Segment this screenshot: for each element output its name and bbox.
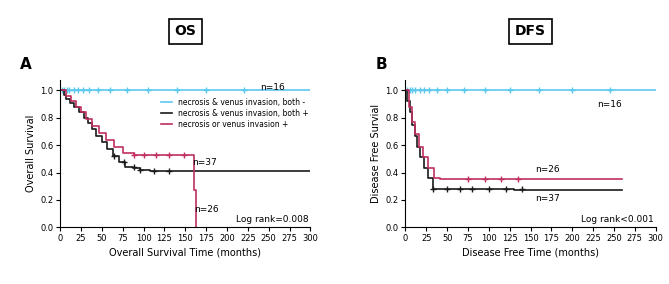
Text: n=26: n=26: [535, 165, 559, 174]
X-axis label: Overall Survival Time (months): Overall Survival Time (months): [109, 247, 262, 257]
Text: Log rank=0.008: Log rank=0.008: [236, 216, 308, 224]
Y-axis label: Disease Free Survial: Disease Free Survial: [371, 104, 381, 203]
Text: B: B: [375, 57, 387, 72]
Text: n=37: n=37: [192, 158, 217, 167]
Legend: necrosis & venus invasion, both -, necrosis & venus invasion, both +, necrosis o: necrosis & venus invasion, both -, necro…: [161, 98, 309, 129]
Text: n=37: n=37: [535, 194, 559, 203]
Text: DFS: DFS: [515, 24, 546, 38]
Text: n=16: n=16: [260, 83, 285, 92]
X-axis label: Disease Free Time (months): Disease Free Time (months): [462, 247, 599, 257]
Text: n=16: n=16: [597, 100, 622, 109]
Text: A: A: [20, 57, 32, 72]
Text: OS: OS: [175, 24, 196, 38]
Text: n=26: n=26: [193, 204, 218, 214]
Y-axis label: Overall Survival: Overall Survival: [26, 115, 36, 192]
Text: Log rank<0.001: Log rank<0.001: [581, 216, 654, 224]
